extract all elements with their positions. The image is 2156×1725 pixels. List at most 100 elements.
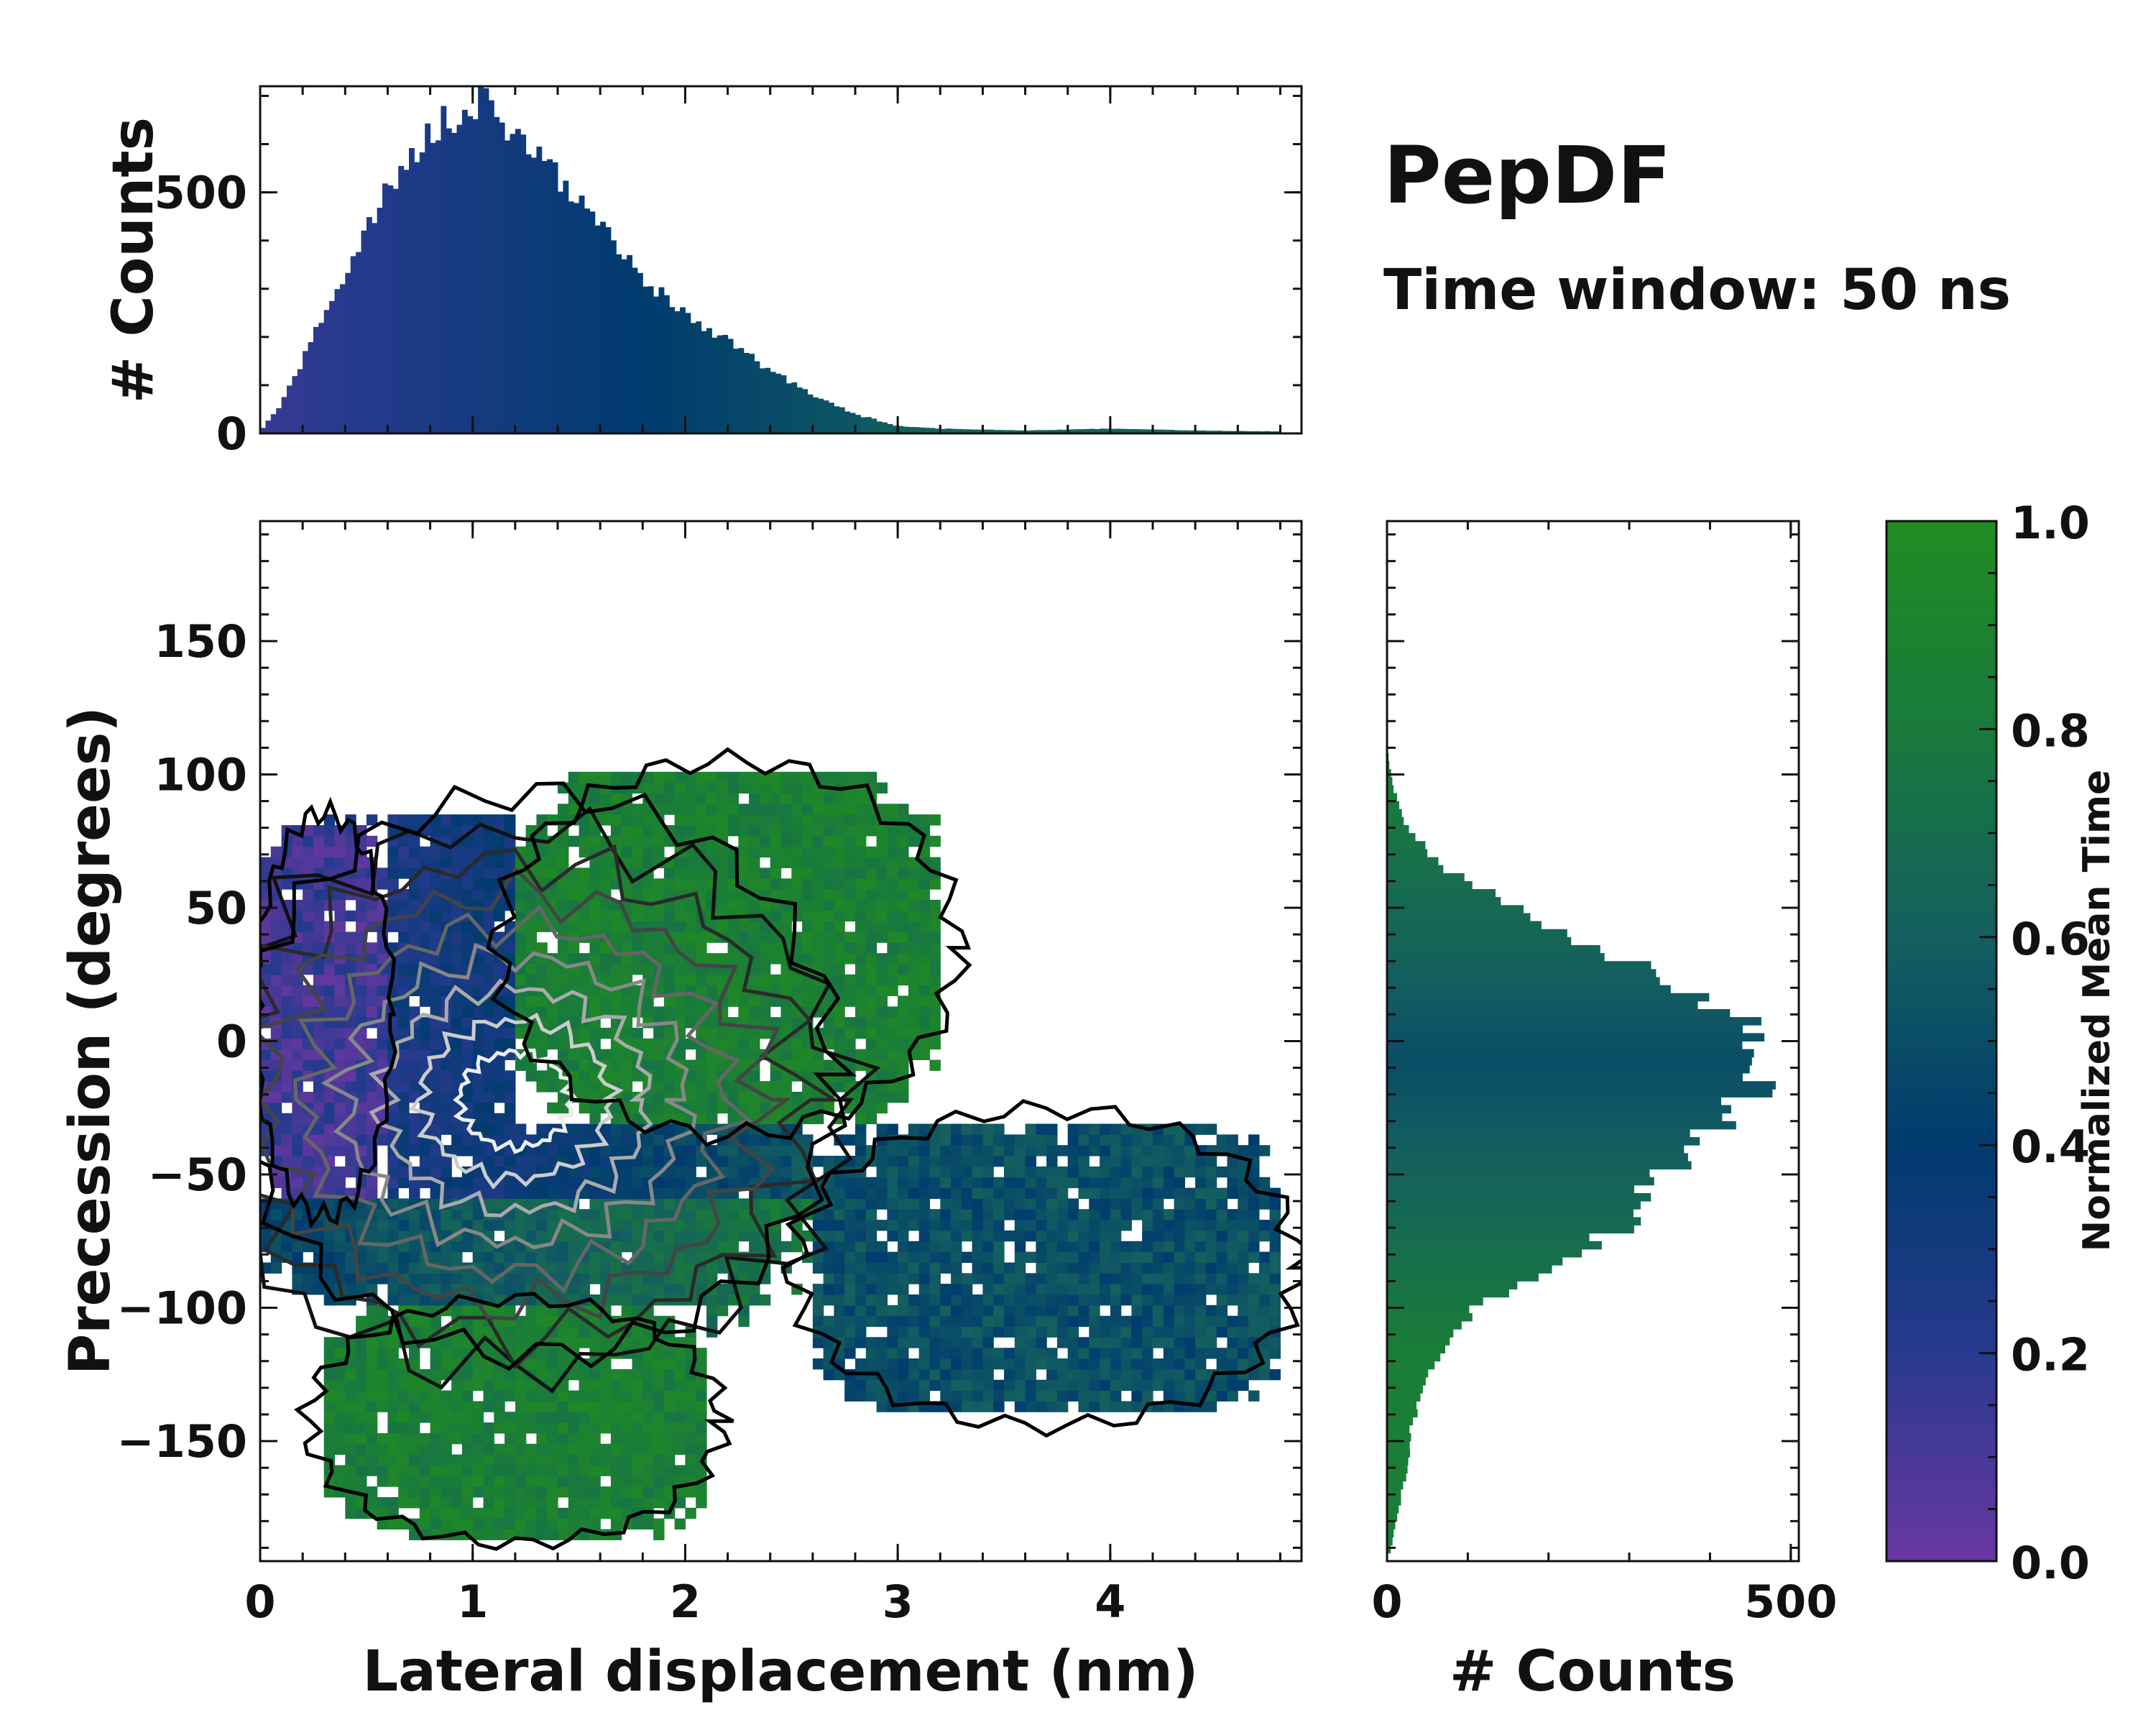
heatmap-cell [600, 910, 612, 922]
heatmap-cell [908, 985, 920, 996]
heatmap-cell [345, 1412, 356, 1423]
heatmap-cell [345, 1401, 356, 1412]
heatmap-cell [653, 1454, 665, 1466]
heatmap-cell [472, 1476, 484, 1487]
heatmap-cell [1036, 1379, 1047, 1392]
heatmap-cell [334, 1476, 346, 1487]
heatmap-cell [727, 1027, 739, 1039]
heatmap-cell [589, 1507, 601, 1519]
top-histogram-bar [610, 240, 617, 433]
heatmap-cell [579, 1486, 590, 1498]
heatmap-cell [834, 1273, 845, 1284]
heatmap-cell [1205, 1401, 1217, 1412]
heatmap-cell [430, 1092, 441, 1103]
heatmap-cell [409, 1113, 420, 1125]
heatmap-cell [430, 1443, 441, 1455]
top-histogram-bar [1009, 430, 1015, 433]
heatmap-cell [1238, 1209, 1249, 1220]
heatmap-cell [929, 1187, 941, 1199]
heatmap-cell [780, 835, 792, 847]
heatmap-cell [1142, 1251, 1153, 1263]
heatmap-cell [898, 1156, 909, 1167]
heatmap-cell [1036, 1145, 1047, 1156]
heatmap-cell [409, 814, 420, 826]
heatmap-cell [409, 1049, 420, 1060]
heatmap-cell [674, 1284, 686, 1295]
heatmap-cell [738, 932, 750, 943]
right-histogram-bar [1387, 1529, 1394, 1538]
heatmap-cell [887, 1337, 898, 1348]
heatmap-cell [972, 1251, 983, 1263]
top-histogram-bar [414, 162, 420, 433]
heatmap-cell [834, 804, 845, 815]
heatmap-cell [632, 1443, 643, 1455]
heatmap-cell [579, 1326, 590, 1338]
heatmap-cell [430, 857, 441, 868]
heatmap-cell [887, 857, 898, 868]
heatmap-cell [1036, 1241, 1047, 1253]
heatmap-cell [366, 1390, 378, 1402]
heatmap-cell [823, 1156, 834, 1167]
heatmap-cell [303, 1113, 314, 1125]
heatmap-cell [717, 1059, 729, 1071]
heatmap-cell [1110, 1198, 1122, 1210]
heatmap-cell [472, 1443, 484, 1455]
heatmap-cell [1269, 1198, 1281, 1210]
heatmap-cell [717, 771, 729, 783]
heatmap-cell [536, 1209, 548, 1220]
heatmap-cell [749, 1102, 760, 1114]
heatmap-cell [1067, 1294, 1079, 1306]
heatmap-cell [663, 1177, 676, 1189]
heatmap-cell [674, 1006, 686, 1018]
heatmap-cell [674, 1412, 686, 1423]
heatmap-cell [398, 1081, 410, 1092]
heatmap-cell [483, 1262, 494, 1274]
heatmap-cell [1046, 1177, 1058, 1189]
heatmap-cell [834, 1241, 845, 1253]
right-histogram-bar [1387, 841, 1426, 850]
main-ytick-label: 100 [155, 748, 247, 801]
top-histogram-bar [430, 142, 436, 434]
heatmap-cell [472, 835, 484, 847]
heatmap-cell [409, 953, 420, 965]
heatmap-cell [685, 1230, 696, 1242]
heatmap-cell [558, 1465, 569, 1476]
heatmap-cell [419, 1038, 431, 1050]
heatmap-cell [738, 1092, 750, 1103]
heatmap-cell [323, 1145, 336, 1156]
heatmap-cell [398, 1134, 410, 1146]
heatmap-cell [505, 1368, 516, 1381]
heatmap-cell [1163, 1145, 1175, 1156]
heatmap-cell [525, 1412, 537, 1423]
heatmap-cell [908, 953, 920, 965]
heatmap-cell [441, 1443, 452, 1455]
top-histogram-bar [318, 323, 325, 433]
heatmap-cell [1238, 1220, 1249, 1231]
heatmap-cell [345, 963, 356, 975]
heatmap-cell [887, 963, 898, 975]
heatmap-cell [1131, 1145, 1143, 1156]
heatmap-cell [982, 1379, 994, 1392]
heatmap-cell [558, 857, 569, 868]
heatmap-cell [345, 1081, 356, 1092]
heatmap-cell [483, 835, 494, 847]
heatmap-cell [865, 1049, 877, 1060]
heatmap-cell [356, 1092, 367, 1103]
heatmap-cell [696, 771, 707, 783]
heatmap-cell [579, 1102, 590, 1114]
heatmap-cell [823, 932, 834, 943]
heatmap-cell [653, 1401, 665, 1412]
heatmap-cell [1163, 1284, 1175, 1295]
heatmap-cell [653, 889, 665, 901]
heatmap-cell [441, 1518, 452, 1530]
heatmap-cell [982, 1123, 994, 1135]
heatmap-cell [610, 1486, 622, 1498]
heatmap-cell [1089, 1198, 1100, 1210]
heatmap-cell [1269, 1337, 1281, 1348]
heatmap-cell [993, 1156, 1005, 1167]
heatmap-cell [366, 942, 378, 954]
heatmap-cell [547, 1358, 558, 1370]
heatmap-cell [398, 1379, 410, 1392]
heatmap-cell [600, 1049, 612, 1060]
heatmap-cell [292, 953, 303, 965]
